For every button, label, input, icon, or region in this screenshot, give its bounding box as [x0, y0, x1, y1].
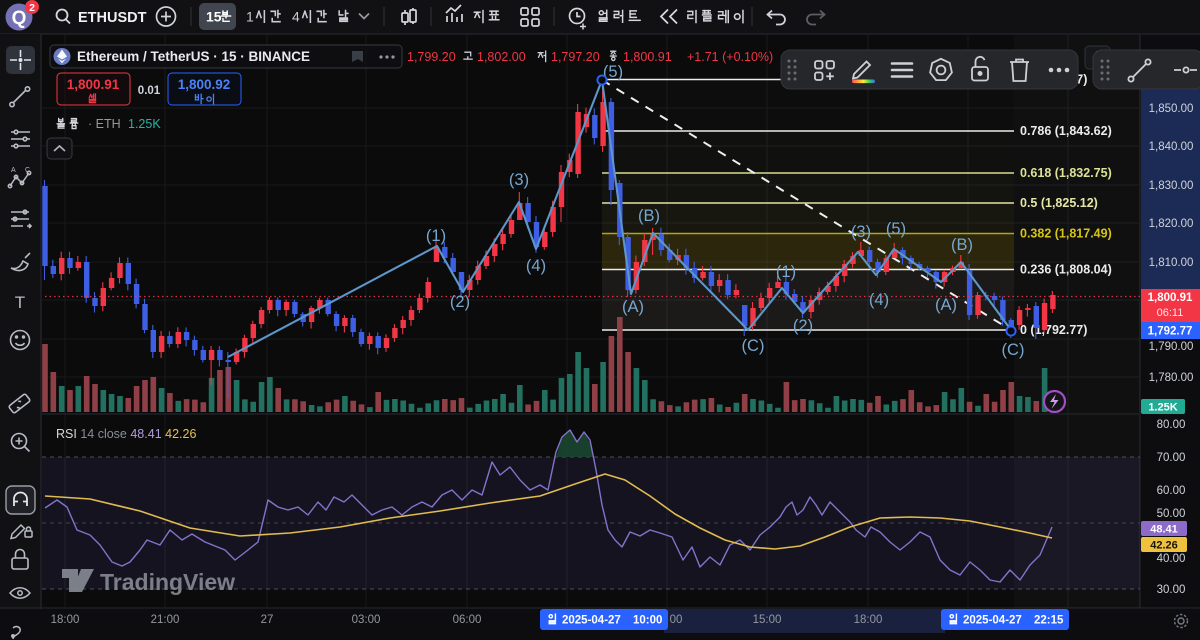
svg-text:RSI 14 close 48.41 42.26: RSI 14 close 48.41 42.26	[56, 427, 196, 441]
svg-text:60.00: 60.00	[1157, 485, 1186, 497]
svg-text:C: C	[25, 167, 30, 174]
svg-text:27: 27	[261, 614, 274, 626]
svg-text:06:00: 06:00	[453, 614, 482, 626]
svg-text:1,800.91: 1,800.91	[623, 50, 672, 64]
svg-text:1,820.00: 1,820.00	[1149, 218, 1194, 230]
svg-text:· ETH: · ETH	[88, 117, 121, 131]
svg-text:A: A	[11, 167, 16, 174]
svg-text:2025-04-27: 2025-04-27	[963, 615, 1022, 627]
svg-text:1,800.92: 1,800.92	[178, 77, 231, 92]
svg-text:0.618 (1,832.75): 0.618 (1,832.75)	[1020, 166, 1112, 180]
svg-text:0.5 (1,825.12): 0.5 (1,825.12)	[1020, 196, 1098, 210]
svg-text:48.41: 48.41	[1150, 524, 1178, 536]
svg-text:(2): (2)	[793, 317, 813, 335]
svg-text:0.382 (1,817.49): 0.382 (1,817.49)	[1020, 227, 1112, 241]
svg-text:1,810.00: 1,810.00	[1149, 257, 1194, 269]
svg-text:TradingView: TradingView	[100, 569, 235, 595]
svg-text:(1): (1)	[426, 227, 446, 245]
svg-text:Q: Q	[12, 8, 27, 29]
svg-text:1,797.20: 1,797.20	[551, 50, 600, 64]
svg-text:(4): (4)	[869, 291, 889, 309]
svg-text:0.786 (1,843.62): 0.786 (1,843.62)	[1020, 124, 1112, 138]
svg-text:1,850.00: 1,850.00	[1149, 103, 1194, 115]
svg-text:(4): (4)	[526, 257, 546, 275]
svg-text:ETHUSDT: ETHUSDT	[78, 10, 147, 26]
svg-text:18:00: 18:00	[854, 614, 883, 626]
svg-text:1,780.00: 1,780.00	[1149, 372, 1194, 384]
svg-text:Ethereum / TetherUS · 15 · BIN: Ethereum / TetherUS · 15 · BINANCE	[77, 49, 310, 64]
svg-text:15:00: 15:00	[753, 614, 782, 626]
svg-text:15: 15	[206, 9, 222, 25]
svg-text:1,830.00: 1,830.00	[1149, 180, 1194, 192]
svg-text:1,799.20: 1,799.20	[407, 50, 456, 64]
svg-text:50.00: 50.00	[1157, 508, 1186, 520]
svg-text:06:11: 06:11	[1157, 307, 1184, 319]
svg-text:80.00: 80.00	[1157, 419, 1186, 431]
svg-text:1.25K: 1.25K	[1148, 402, 1177, 414]
svg-text:10:00: 10:00	[633, 615, 662, 627]
svg-text:1.25K: 1.25K	[128, 117, 161, 131]
svg-text:1,840.00: 1,840.00	[1149, 141, 1194, 153]
svg-text:42.26: 42.26	[1150, 540, 1178, 552]
svg-text:0 (1,792.77): 0 (1,792.77)	[1020, 323, 1087, 337]
svg-text:4: 4	[292, 9, 300, 25]
svg-text:(B): (B)	[951, 236, 973, 254]
svg-text:0.236 (1,808.04): 0.236 (1,808.04)	[1020, 263, 1112, 277]
svg-text:+1.71 (+0.10%): +1.71 (+0.10%)	[687, 50, 773, 64]
svg-text:00: 00	[670, 614, 683, 626]
svg-text:2: 2	[29, 2, 35, 14]
svg-text:(C): (C)	[1002, 341, 1025, 359]
svg-text:(2): (2)	[450, 293, 470, 311]
svg-text:(A): (A)	[935, 296, 957, 314]
svg-text:21:00: 21:00	[151, 614, 180, 626]
svg-text:22:15: 22:15	[1034, 615, 1064, 627]
svg-text:1,802.00: 1,802.00	[477, 50, 526, 64]
svg-text:2025-04-27: 2025-04-27	[562, 615, 621, 627]
svg-text:30.00: 30.00	[1157, 584, 1186, 596]
svg-text:(B): (B)	[638, 207, 660, 225]
svg-text:(A): (A)	[622, 298, 644, 316]
svg-text:T: T	[15, 293, 25, 312]
svg-text:70.00: 70.00	[1157, 452, 1186, 464]
svg-text:1,800.91: 1,800.91	[67, 77, 120, 92]
svg-text:1,790.00: 1,790.00	[1149, 341, 1194, 353]
svg-text:(5): (5)	[886, 220, 906, 238]
svg-text:(3): (3)	[509, 171, 529, 189]
svg-text:(1): (1)	[776, 263, 796, 281]
svg-text:18:00: 18:00	[51, 614, 80, 626]
svg-text:(C): (C)	[742, 337, 765, 355]
svg-text:1: 1	[246, 9, 254, 25]
svg-text:40.00: 40.00	[1157, 553, 1186, 565]
svg-text:0.01: 0.01	[138, 85, 161, 97]
svg-text:1,800.91: 1,800.91	[1148, 292, 1193, 304]
svg-text:1,792.77: 1,792.77	[1148, 326, 1193, 338]
svg-text:(3): (3)	[851, 223, 871, 241]
svg-text:(5): (5)	[603, 63, 623, 81]
svg-text:03:00: 03:00	[352, 614, 381, 626]
